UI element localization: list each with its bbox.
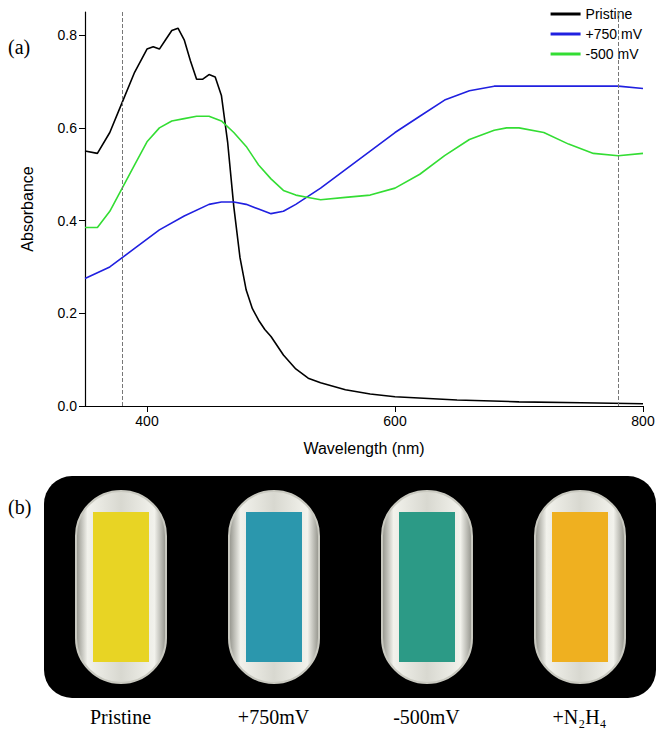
html-text:(a): (a) [8, 36, 31, 58]
svg-text:0.8: 0.8 [58, 27, 78, 43]
svg-text:800: 800 [631, 413, 655, 429]
html-text:-500mV: -500mV [393, 706, 460, 728]
html-text:+N₂H₄: +N₂H₄ [552, 706, 607, 728]
svg-text:-500 mV: -500 mV [586, 46, 640, 62]
svg-text:0.0: 0.0 [58, 398, 78, 414]
svg-text:0.6: 0.6 [58, 120, 78, 136]
svg-text:Wavelength (nm): Wavelength (nm) [303, 440, 424, 457]
html-text:(b): (b) [8, 496, 32, 518]
svg-text:0.4: 0.4 [58, 213, 78, 229]
svg-text:Absorbance: Absorbance [19, 166, 36, 251]
html-text:+750mV: +750mV [237, 706, 310, 728]
svg-text:Pristine: Pristine [586, 6, 633, 22]
html-text:Pristine: Pristine [89, 706, 152, 728]
svg-text:+750 mV: +750 mV [586, 26, 643, 42]
svg-text:400: 400 [135, 413, 159, 429]
svg-text:600: 600 [383, 413, 407, 429]
svg-text:0.2: 0.2 [58, 305, 78, 321]
